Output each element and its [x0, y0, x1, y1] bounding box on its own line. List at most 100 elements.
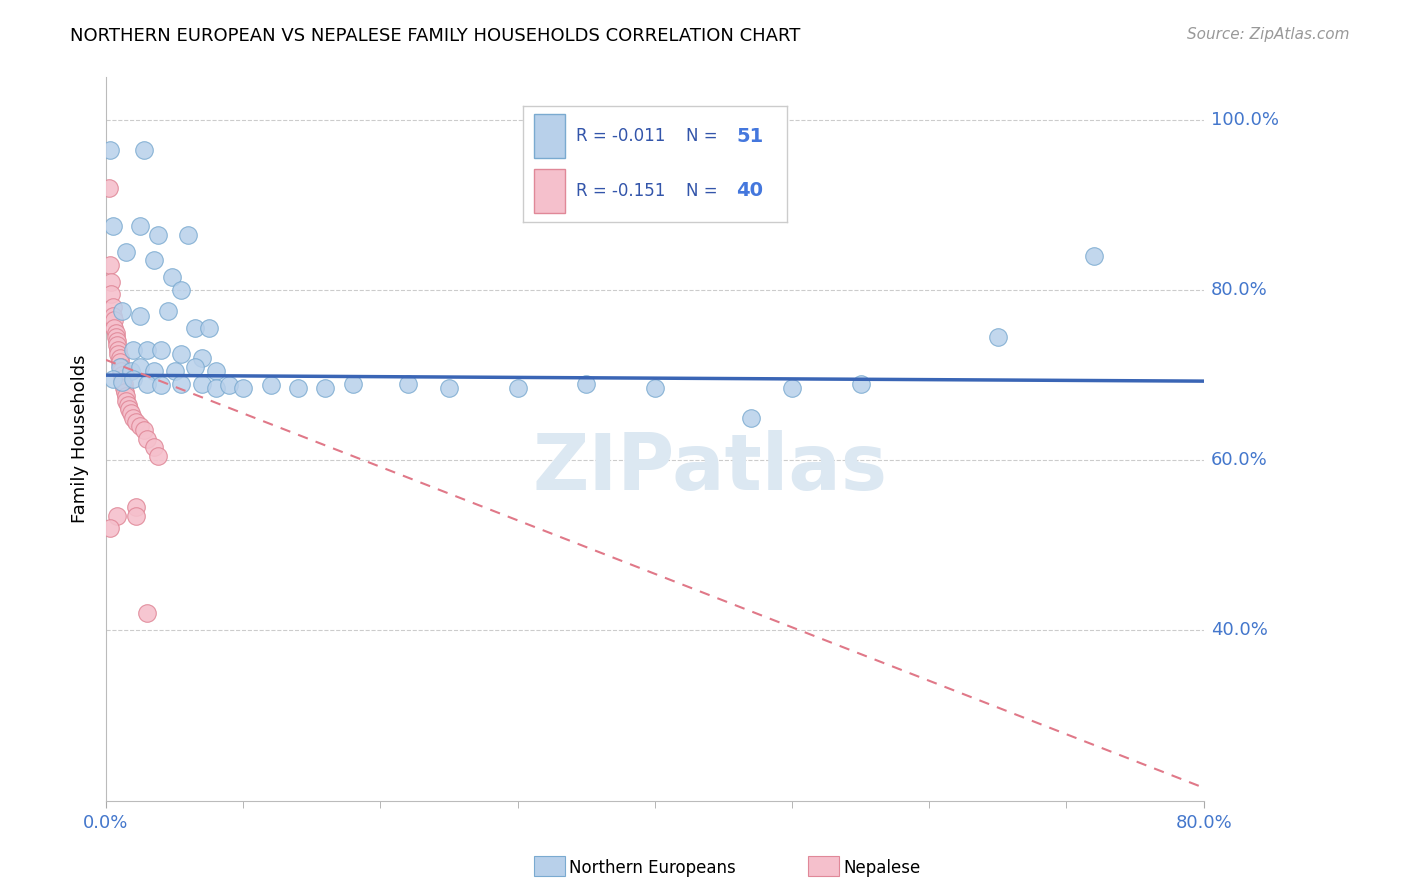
Point: [118, 402, 141, 417]
Point: [100, 275, 122, 289]
Point: [107, 343, 129, 357]
Text: Source: ZipAtlas.com: Source: ZipAtlas.com: [1187, 27, 1350, 42]
Point: [184, 359, 207, 374]
Point: [149, 343, 172, 357]
Point: [218, 378, 240, 392]
Point: [129, 219, 152, 234]
Point: [120, 407, 142, 421]
Point: [120, 364, 142, 378]
Point: [342, 376, 364, 391]
Point: [112, 381, 135, 395]
Point: [740, 410, 762, 425]
Text: 100.0%: 100.0%: [1211, 111, 1278, 129]
Point: [105, 334, 128, 348]
Point: [111, 375, 134, 389]
Y-axis label: Family Households: Family Households: [72, 355, 89, 524]
Point: [111, 372, 134, 386]
Point: [104, 326, 127, 340]
Text: Nepalese: Nepalese: [844, 859, 921, 877]
Point: [97, 181, 120, 195]
Point: [160, 270, 183, 285]
Point: [98, 258, 121, 272]
Point: [108, 351, 131, 366]
Point: [142, 364, 165, 378]
Point: [108, 355, 131, 369]
Point: [122, 410, 145, 425]
Point: [134, 143, 156, 157]
Point: [170, 347, 193, 361]
Point: [111, 304, 134, 318]
Text: 60.0%: 60.0%: [1211, 451, 1267, 469]
Point: [122, 343, 145, 357]
Point: [122, 372, 145, 386]
Point: [146, 449, 169, 463]
Point: [129, 359, 152, 374]
Point: [156, 304, 179, 318]
Point: [115, 389, 138, 403]
Point: [232, 381, 254, 395]
Point: [107, 347, 129, 361]
Point: [1083, 249, 1105, 263]
Point: [105, 338, 128, 352]
Point: [170, 283, 193, 297]
Point: [111, 368, 134, 383]
Point: [142, 441, 165, 455]
Point: [129, 419, 152, 434]
Point: [177, 227, 200, 242]
Point: [115, 393, 138, 408]
Point: [136, 343, 159, 357]
Point: [644, 381, 666, 395]
Point: [184, 321, 207, 335]
Point: [129, 309, 152, 323]
Point: [103, 321, 125, 335]
Text: ZIPatlas: ZIPatlas: [533, 430, 887, 506]
Point: [117, 398, 139, 412]
Point: [110, 364, 132, 378]
Point: [849, 376, 872, 391]
Point: [98, 521, 121, 535]
Point: [191, 376, 214, 391]
Point: [780, 381, 803, 395]
Point: [112, 376, 135, 391]
Point: [575, 376, 598, 391]
Point: [105, 508, 128, 523]
Point: [198, 321, 221, 335]
Point: [103, 313, 125, 327]
Point: [125, 508, 148, 523]
Point: [101, 300, 124, 314]
Point: [136, 376, 159, 391]
Point: [125, 500, 148, 514]
Point: [125, 415, 148, 429]
Point: [506, 381, 529, 395]
Text: NORTHERN EUROPEAN VS NEPALESE FAMILY HOUSEHOLDS CORRELATION CHART: NORTHERN EUROPEAN VS NEPALESE FAMILY HOU…: [70, 27, 800, 45]
Point: [98, 143, 121, 157]
Point: [101, 219, 124, 234]
Text: 80.0%: 80.0%: [1211, 281, 1267, 299]
Point: [136, 432, 159, 446]
Point: [396, 376, 419, 391]
Point: [437, 381, 460, 395]
Point: [149, 378, 172, 392]
Point: [108, 359, 131, 374]
Point: [101, 309, 124, 323]
Point: [114, 385, 136, 400]
Point: [987, 330, 1010, 344]
Point: [115, 244, 138, 259]
Point: [134, 424, 156, 438]
Text: Northern Europeans: Northern Europeans: [569, 859, 737, 877]
Point: [136, 607, 159, 621]
Point: [101, 372, 124, 386]
Point: [100, 287, 122, 301]
Text: 40.0%: 40.0%: [1211, 622, 1267, 640]
Point: [110, 359, 132, 374]
Point: [170, 376, 193, 391]
Point: [146, 227, 169, 242]
Point: [142, 253, 165, 268]
Point: [104, 330, 127, 344]
Point: [204, 364, 226, 378]
Point: [191, 351, 214, 366]
Point: [204, 381, 226, 395]
Point: [314, 381, 336, 395]
Point: [259, 378, 281, 392]
Point: [163, 364, 186, 378]
